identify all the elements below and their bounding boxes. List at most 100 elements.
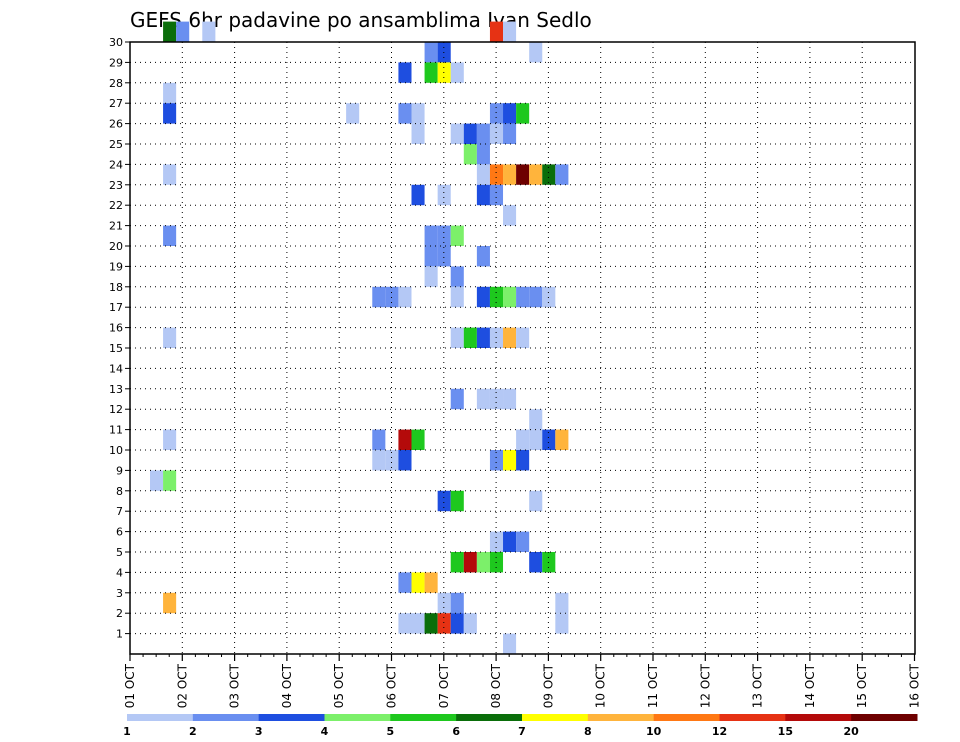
heatmap-cell xyxy=(398,450,412,471)
heatmap-cell xyxy=(529,286,543,308)
heatmap-cell xyxy=(503,388,517,410)
heatmap-cell xyxy=(202,21,216,42)
y-tick-label: 26 xyxy=(109,118,123,131)
x-tick-label: 16 OCT xyxy=(908,663,922,708)
heatmap-cell xyxy=(411,613,425,634)
heatmap-cell xyxy=(150,470,164,491)
heatmap-cell xyxy=(516,164,530,185)
y-tick-label: 2 xyxy=(116,607,123,620)
heatmap-cell xyxy=(398,103,412,124)
y-tick-label: 16 xyxy=(109,322,123,335)
heatmap-cell xyxy=(476,184,490,206)
heatmap-cell xyxy=(476,327,490,348)
heatmap-cell xyxy=(529,42,543,63)
x-tick-label: 04 OCT xyxy=(280,663,294,708)
y-tick-label: 21 xyxy=(109,220,123,233)
heatmap-cell xyxy=(437,225,451,246)
heatmap-cell xyxy=(503,21,517,42)
x-tick-label: 11 OCT xyxy=(646,663,660,708)
heatmap-cell xyxy=(450,327,464,348)
heatmap-cell xyxy=(424,613,438,634)
heatmap-cell xyxy=(529,409,543,430)
heatmap-cell xyxy=(463,123,477,144)
y-tick-label: 20 xyxy=(109,240,123,253)
y-tick-label: 7 xyxy=(116,505,123,518)
y-tick-label: 23 xyxy=(109,179,123,192)
colorbar-swatch xyxy=(587,714,655,721)
colorbar-swatch xyxy=(785,714,852,721)
heatmap-cell xyxy=(411,572,425,593)
heatmap-cell xyxy=(476,123,490,144)
heatmap-cell xyxy=(424,266,438,287)
x-tick-label: 14 OCT xyxy=(803,663,817,708)
heatmap-cell xyxy=(489,164,504,185)
heatmap-cell xyxy=(516,429,530,450)
heatmap-cell xyxy=(372,450,386,471)
heatmap-cell xyxy=(450,123,464,144)
heatmap-cell xyxy=(424,246,438,267)
colorbar-swatch xyxy=(127,714,194,721)
heatmap-cell xyxy=(503,205,517,226)
heatmap-cell xyxy=(529,164,543,185)
heatmap-cell xyxy=(398,572,412,593)
y-tick-label: 3 xyxy=(116,587,123,600)
x-tick-label: 09 OCT xyxy=(541,663,555,708)
x-tick-label: 07 OCT xyxy=(437,663,451,708)
heatmap-cell xyxy=(555,613,569,634)
x-axis-ticks: 01 OCT 02 OCT 03 OCT 04 OCT 05 OCT 06 OCT 07 O… xyxy=(123,654,922,708)
colorbar-swatch xyxy=(719,714,786,721)
heatmap-cell xyxy=(476,552,490,573)
x-tick-label: 05 OCT xyxy=(332,663,346,708)
heatmap-cell xyxy=(346,103,360,124)
heatmap-cell xyxy=(516,286,530,308)
colorbar-label: 3 xyxy=(255,725,263,738)
heatmap-cell xyxy=(398,429,412,450)
heatmap-cell xyxy=(503,531,517,552)
heatmap-cell xyxy=(463,327,477,348)
heatmap-cell xyxy=(163,327,177,348)
heatmap-cell xyxy=(489,184,504,206)
heatmap-cell xyxy=(516,531,530,552)
heatmap-cell xyxy=(424,42,438,63)
colorbar-swatch xyxy=(324,714,391,721)
x-tick-label: 10 OCT xyxy=(594,663,608,708)
heatmap-cell xyxy=(476,164,490,185)
y-tick-label: 22 xyxy=(109,199,123,212)
heatmap-cell xyxy=(450,225,464,246)
y-tick-label: 6 xyxy=(116,526,123,539)
heatmap-cell xyxy=(503,164,517,185)
heatmap-cell xyxy=(450,552,464,573)
y-tick-label: 4 xyxy=(116,566,123,579)
heatmap-cell xyxy=(424,225,438,246)
colorbar-label: 20 xyxy=(844,725,860,738)
heatmap-cell xyxy=(450,286,464,308)
x-tick-label: 13 OCT xyxy=(751,663,765,708)
heatmap-cell xyxy=(503,633,517,654)
x-tick-label: 06 OCT xyxy=(385,663,399,708)
colorbar-label: 2 xyxy=(189,725,197,738)
colorbar-label: 5 xyxy=(387,725,395,738)
colorbar-label: 4 xyxy=(321,725,329,738)
heatmap-cell xyxy=(516,327,530,348)
y-axis-ticks: 1234567891011121314151617181920212223242… xyxy=(109,36,130,641)
colorbar-label: 8 xyxy=(584,725,592,738)
chart-title: GEFS 6hr padavine po ansamblima Ivan Sed… xyxy=(130,8,592,32)
colorbar-swatch xyxy=(456,714,523,721)
x-tick-label: 12 OCT xyxy=(698,663,712,708)
heatmap-cell xyxy=(489,123,504,144)
heatmap-cell xyxy=(463,144,477,165)
heatmap-cell xyxy=(424,572,438,593)
heatmap-cell xyxy=(176,21,190,42)
heatmap-cell xyxy=(503,123,517,144)
heatmap-cell xyxy=(476,286,490,308)
heatmap-cell xyxy=(463,552,477,573)
y-tick-label: 17 xyxy=(109,301,123,314)
heatmap-cell xyxy=(372,429,386,450)
heatmap-cells xyxy=(150,21,569,654)
y-tick-label: 27 xyxy=(109,97,123,110)
heatmap-cell xyxy=(476,144,490,165)
heatmap-cell xyxy=(411,123,425,144)
y-tick-label: 30 xyxy=(109,36,123,49)
colorbar-label: 15 xyxy=(778,725,793,738)
y-tick-label: 13 xyxy=(109,383,123,396)
